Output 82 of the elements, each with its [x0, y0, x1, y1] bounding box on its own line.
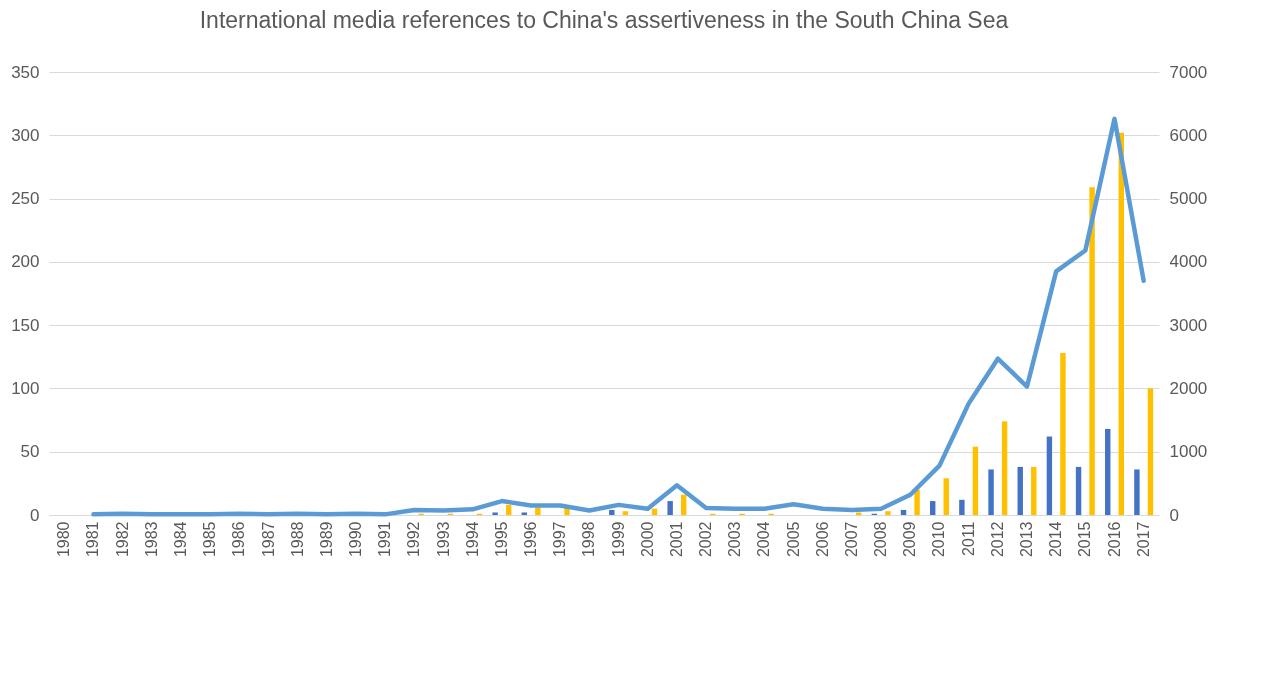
x-tick-label: 2005	[784, 521, 802, 558]
x-tick-label: 1989	[317, 521, 335, 558]
x-tick-label: 2014	[1047, 521, 1065, 558]
bar	[972, 446, 979, 515]
y2-tick-label: 0	[1169, 505, 1179, 525]
bar	[609, 509, 615, 515]
bar	[1046, 436, 1053, 515]
y-tick-label: 350	[11, 62, 40, 82]
x-tick-label: 1997	[551, 521, 569, 558]
x-tick-label: 2002	[697, 521, 715, 558]
bar	[1089, 187, 1095, 515]
bar	[1001, 421, 1008, 515]
x-tick-label: 2007	[842, 521, 860, 558]
y2-tick-label: 1000	[1169, 442, 1208, 462]
x-tick-label: 2004	[755, 521, 773, 558]
x-tick-label: 1996	[522, 521, 540, 558]
bar	[1031, 466, 1037, 515]
y-tick-label: 250	[11, 189, 40, 209]
x-tick-label: 1991	[376, 521, 394, 558]
y2-tick-label: 4000	[1169, 252, 1208, 272]
y-tick-label: 50	[20, 442, 40, 462]
x-tick-label: 1990	[347, 521, 365, 558]
bar	[900, 509, 907, 515]
chart-title: International media references to China's assertiveness in the South China Sea	[199, 7, 1009, 33]
bar	[930, 501, 936, 515]
line-series	[91, 116, 1146, 517]
y2-tick-label: 3000	[1169, 315, 1208, 335]
bar	[521, 512, 528, 515]
y2-tick-label: 7000	[1169, 62, 1208, 82]
bar	[667, 501, 673, 515]
x-tick-label: 1999	[609, 521, 627, 558]
x-tick-label: 2016	[1105, 521, 1123, 558]
x-tick-label: 2006	[813, 521, 831, 558]
y-tick-label: 100	[11, 378, 40, 398]
x-tick-label: 1995	[492, 521, 510, 558]
y2-tick-label: 5000	[1169, 189, 1208, 209]
x-tick-label: 2000	[638, 521, 656, 558]
x-tick-label: 1994	[463, 521, 481, 558]
bar	[1105, 428, 1111, 515]
x-tick-label: 1986	[230, 521, 248, 558]
bar	[885, 511, 891, 515]
bar	[1147, 388, 1154, 515]
x-tick-label: 2008	[872, 521, 890, 558]
x-tick-label: 2013	[1018, 521, 1035, 558]
x-tick-label: 2011	[959, 521, 977, 556]
bar	[680, 494, 687, 515]
bar	[492, 512, 498, 515]
y2-tick-label: 6000	[1169, 125, 1208, 145]
y2-tick-label: 2000	[1169, 378, 1208, 398]
y-tick-label: 300	[11, 125, 40, 145]
x-tick-label: 1980	[55, 521, 73, 558]
x-tick-label: 1981	[84, 521, 102, 558]
bar	[856, 512, 862, 515]
y-tick-label: 200	[11, 252, 40, 272]
bar	[1060, 352, 1066, 515]
y-tick-label: 150	[11, 315, 40, 335]
x-tick-label: 1985	[201, 521, 219, 558]
bar	[622, 511, 629, 515]
bar	[1075, 466, 1082, 515]
x-tick-label: 2009	[901, 521, 919, 558]
x-tick-label: 2015	[1076, 521, 1094, 558]
bar	[505, 504, 512, 515]
x-tick-label: 2017	[1134, 521, 1152, 558]
x-tick-label: 1992	[405, 521, 423, 558]
x-tick-label: 1983	[142, 521, 160, 558]
bar	[1017, 466, 1023, 515]
x-tick-label: 1998	[580, 521, 598, 558]
x-tick-label: 1993	[434, 521, 452, 558]
bar	[914, 489, 920, 515]
x-tick-label: 1988	[288, 521, 306, 558]
x-tick-label: 2010	[930, 521, 948, 558]
x-tick-label: 2012	[988, 521, 1006, 558]
bar	[959, 499, 965, 515]
x-tick-label: 2003	[726, 521, 744, 558]
x-tick-label: 2001	[667, 521, 685, 558]
bar	[943, 478, 949, 515]
y-tick-label: 0	[30, 505, 40, 525]
x-tick-label: 1984	[172, 521, 189, 558]
bar	[1134, 469, 1140, 515]
x-tick-label: 1987	[259, 521, 277, 558]
x-tick-label: 1982	[113, 521, 131, 558]
bar	[988, 469, 994, 515]
